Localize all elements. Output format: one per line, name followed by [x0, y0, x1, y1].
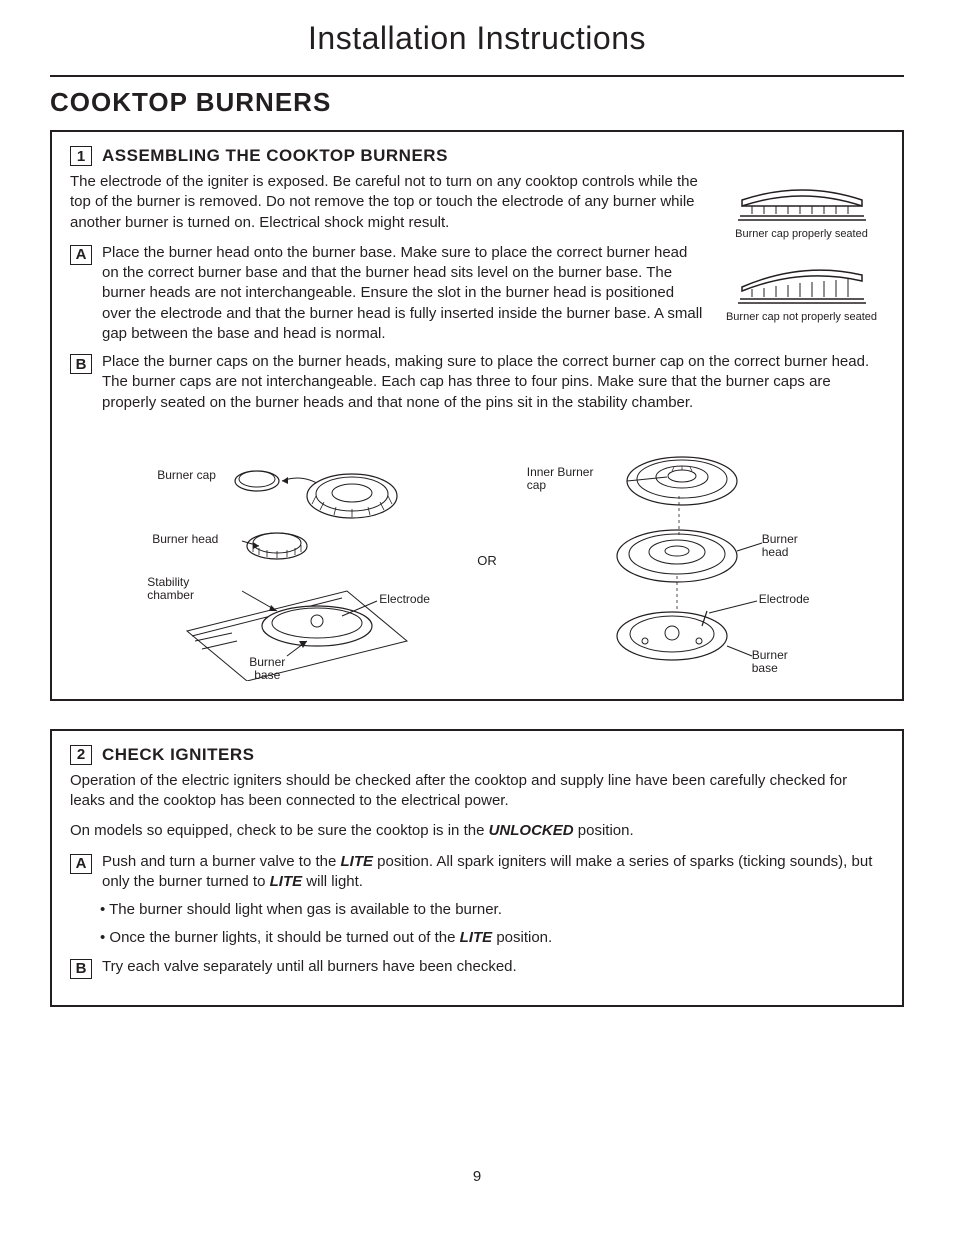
title-rule — [50, 75, 904, 77]
page-title: Installation Instructions — [50, 20, 904, 57]
step1-a-row: A Place the burner head onto the burner … — [70, 243, 707, 344]
label-burner-head-right: Burner head — [762, 533, 812, 559]
page-number: 9 — [0, 1168, 954, 1185]
lite-word-3: LITE — [460, 929, 493, 946]
step2-number: 2 — [70, 745, 92, 765]
step1-a-label: A — [70, 245, 92, 265]
diagram-row: Burner cap Burner head Stability chamber… — [70, 441, 884, 681]
step2-a-text: Push and turn a burner valve to the LITE… — [102, 852, 884, 893]
step2-header: 2 CHECK IGNITERS — [70, 745, 884, 765]
step1-b-text: Place the burner caps on the burner head… — [102, 352, 884, 413]
step2-bullet2: • Once the burner lights, it should be t… — [100, 928, 884, 948]
label-electrode-left: Electrode — [379, 593, 430, 606]
step1-b-row: B Place the burner caps on the burner he… — [70, 352, 884, 413]
step2-bullet2-pre: • Once the burner lights, it should be t… — [100, 929, 460, 946]
step2-a-post: will light. — [302, 873, 363, 890]
label-burner-cap: Burner cap — [157, 469, 216, 482]
label-burner-head: Burner head — [152, 533, 218, 546]
step2-b-row: B Try each valve separately until all bu… — [70, 957, 884, 979]
step1-box: 1 ASSEMBLING THE COOKTOP BURNERS Burner … — [50, 130, 904, 701]
label-burner-base-left: Burner base — [242, 656, 292, 682]
step2-unlocked-pre: On models so equipped, check to be sure … — [70, 822, 489, 839]
step2-a-label: A — [70, 854, 92, 874]
step1-a-text: Place the burner head onto the burner ba… — [102, 243, 707, 344]
step2-a-row: A Push and turn a burner valve to the LI… — [70, 852, 884, 893]
step1-title: ASSEMBLING THE COOKTOP BURNERS — [102, 146, 448, 166]
label-inner-burner-cap: Inner Burner cap — [527, 466, 597, 492]
step2-title: CHECK IGNITERS — [102, 745, 254, 765]
label-electrode-right: Electrode — [759, 593, 810, 606]
label-burner-base-right: Burner base — [752, 649, 802, 675]
step2-b-label: B — [70, 959, 92, 979]
diagram-or: OR — [477, 553, 497, 568]
diagram-left: Burner cap Burner head Stability chamber… — [147, 441, 447, 681]
lite-word-2: LITE — [270, 873, 303, 890]
step2-bullet1: • The burner should light when gas is av… — [100, 900, 884, 920]
step1-header: 1 ASSEMBLING THE COOKTOP BURNERS — [70, 146, 884, 166]
step1-number: 1 — [70, 146, 92, 166]
step2-a-pre: Push and turn a burner valve to the — [102, 853, 340, 870]
diagram-right: Inner Burner cap Burner head Electrode B… — [527, 441, 807, 681]
section-title: COOKTOP BURNERS — [50, 87, 904, 118]
step2-intro: Operation of the electric igniters shoul… — [70, 771, 884, 812]
step2-unlocked: On models so equipped, check to be sure … — [70, 821, 884, 841]
side-figures: Burner cap properly seated Burner cap no… — [719, 172, 884, 338]
burner-cap-not-seated-icon — [732, 255, 872, 305]
step2-box: 2 CHECK IGNITERS Operation of the electr… — [50, 729, 904, 1007]
unlocked-word: UNLOCKED — [489, 822, 574, 839]
figure-not-seated: Burner cap not properly seated — [719, 255, 884, 324]
figure-seated-caption: Burner cap properly seated — [719, 228, 884, 241]
burner-cap-seated-icon — [732, 172, 872, 222]
step2-bullet2-post: position. — [492, 929, 552, 946]
figure-not-seated-caption: Burner cap not properly seated — [719, 311, 884, 324]
figure-seated: Burner cap properly seated — [719, 172, 884, 241]
step1-b-label: B — [70, 354, 92, 374]
step2-b-text: Try each valve separately until all burn… — [102, 957, 884, 979]
label-stability-chamber: Stability chamber — [147, 576, 217, 602]
lite-word-1: LITE — [340, 853, 373, 870]
step2-unlocked-post: position. — [574, 822, 634, 839]
step2-bullets: • The burner should light when gas is av… — [100, 900, 884, 949]
